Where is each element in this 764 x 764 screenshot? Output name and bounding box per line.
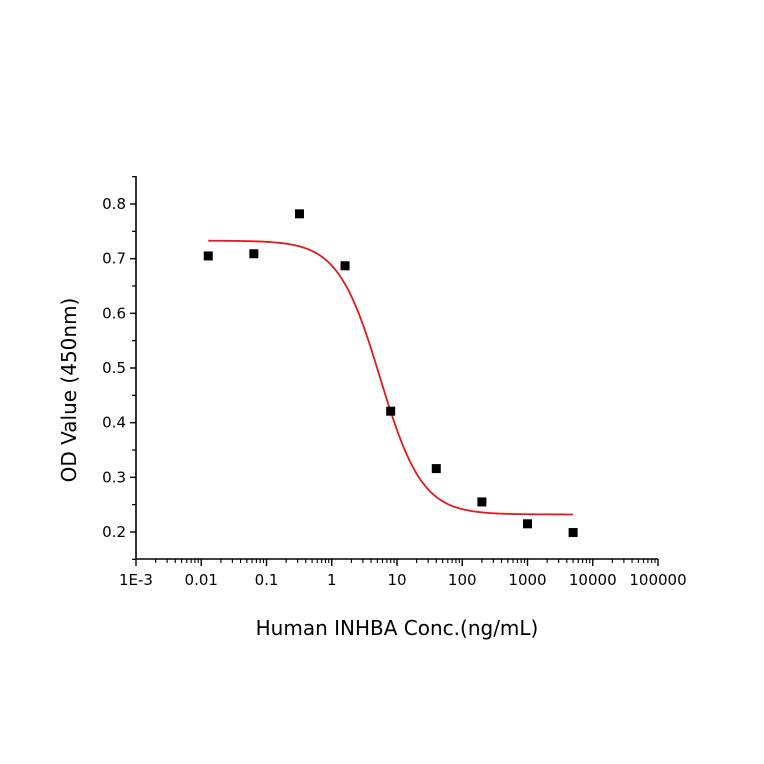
y-axis-title: OD Value (450nm) (57, 298, 81, 483)
fit-curve (208, 239, 574, 516)
data-point (431, 464, 441, 474)
data-point (294, 209, 304, 219)
data-point (523, 519, 532, 529)
data-points (203, 209, 578, 538)
x-tick-label: 1000 (508, 571, 546, 589)
data-point (568, 528, 578, 538)
x-tick-label: 0.1 (255, 571, 279, 589)
x-tick-label: 10000 (569, 571, 617, 589)
y-tick-label: 0.2 (102, 523, 126, 541)
x-tick-label: 0.01 (185, 571, 218, 589)
y-tick-label: 0.4 (102, 414, 126, 432)
data-point (249, 249, 259, 259)
y-tick-label: 0.7 (102, 250, 126, 268)
x-tick-label: 10 (387, 571, 406, 589)
data-point (340, 261, 350, 271)
x-tick-label: 1E-3 (119, 571, 153, 589)
axes: 0.2 0.3 0.4 0.5 0.6 0.7 0.8 1E-3 0.01 0.1 1 10 100 10… (102, 176, 687, 589)
y-tick-label: 0.6 (102, 304, 126, 322)
y-tick-label: 0.8 (102, 195, 126, 213)
x-tick-label: 100 (448, 571, 477, 589)
x-tick-label: 1 (327, 571, 337, 589)
data-point (386, 406, 396, 416)
x-tick-label: 100000 (629, 571, 686, 589)
y-tick-label: 0.5 (102, 359, 126, 377)
data-point (477, 497, 487, 507)
x-axis-title: Human INHBA Conc.(ng/mL) (256, 616, 539, 640)
y-tick-label: 0.3 (102, 468, 126, 486)
data-point (203, 251, 213, 261)
